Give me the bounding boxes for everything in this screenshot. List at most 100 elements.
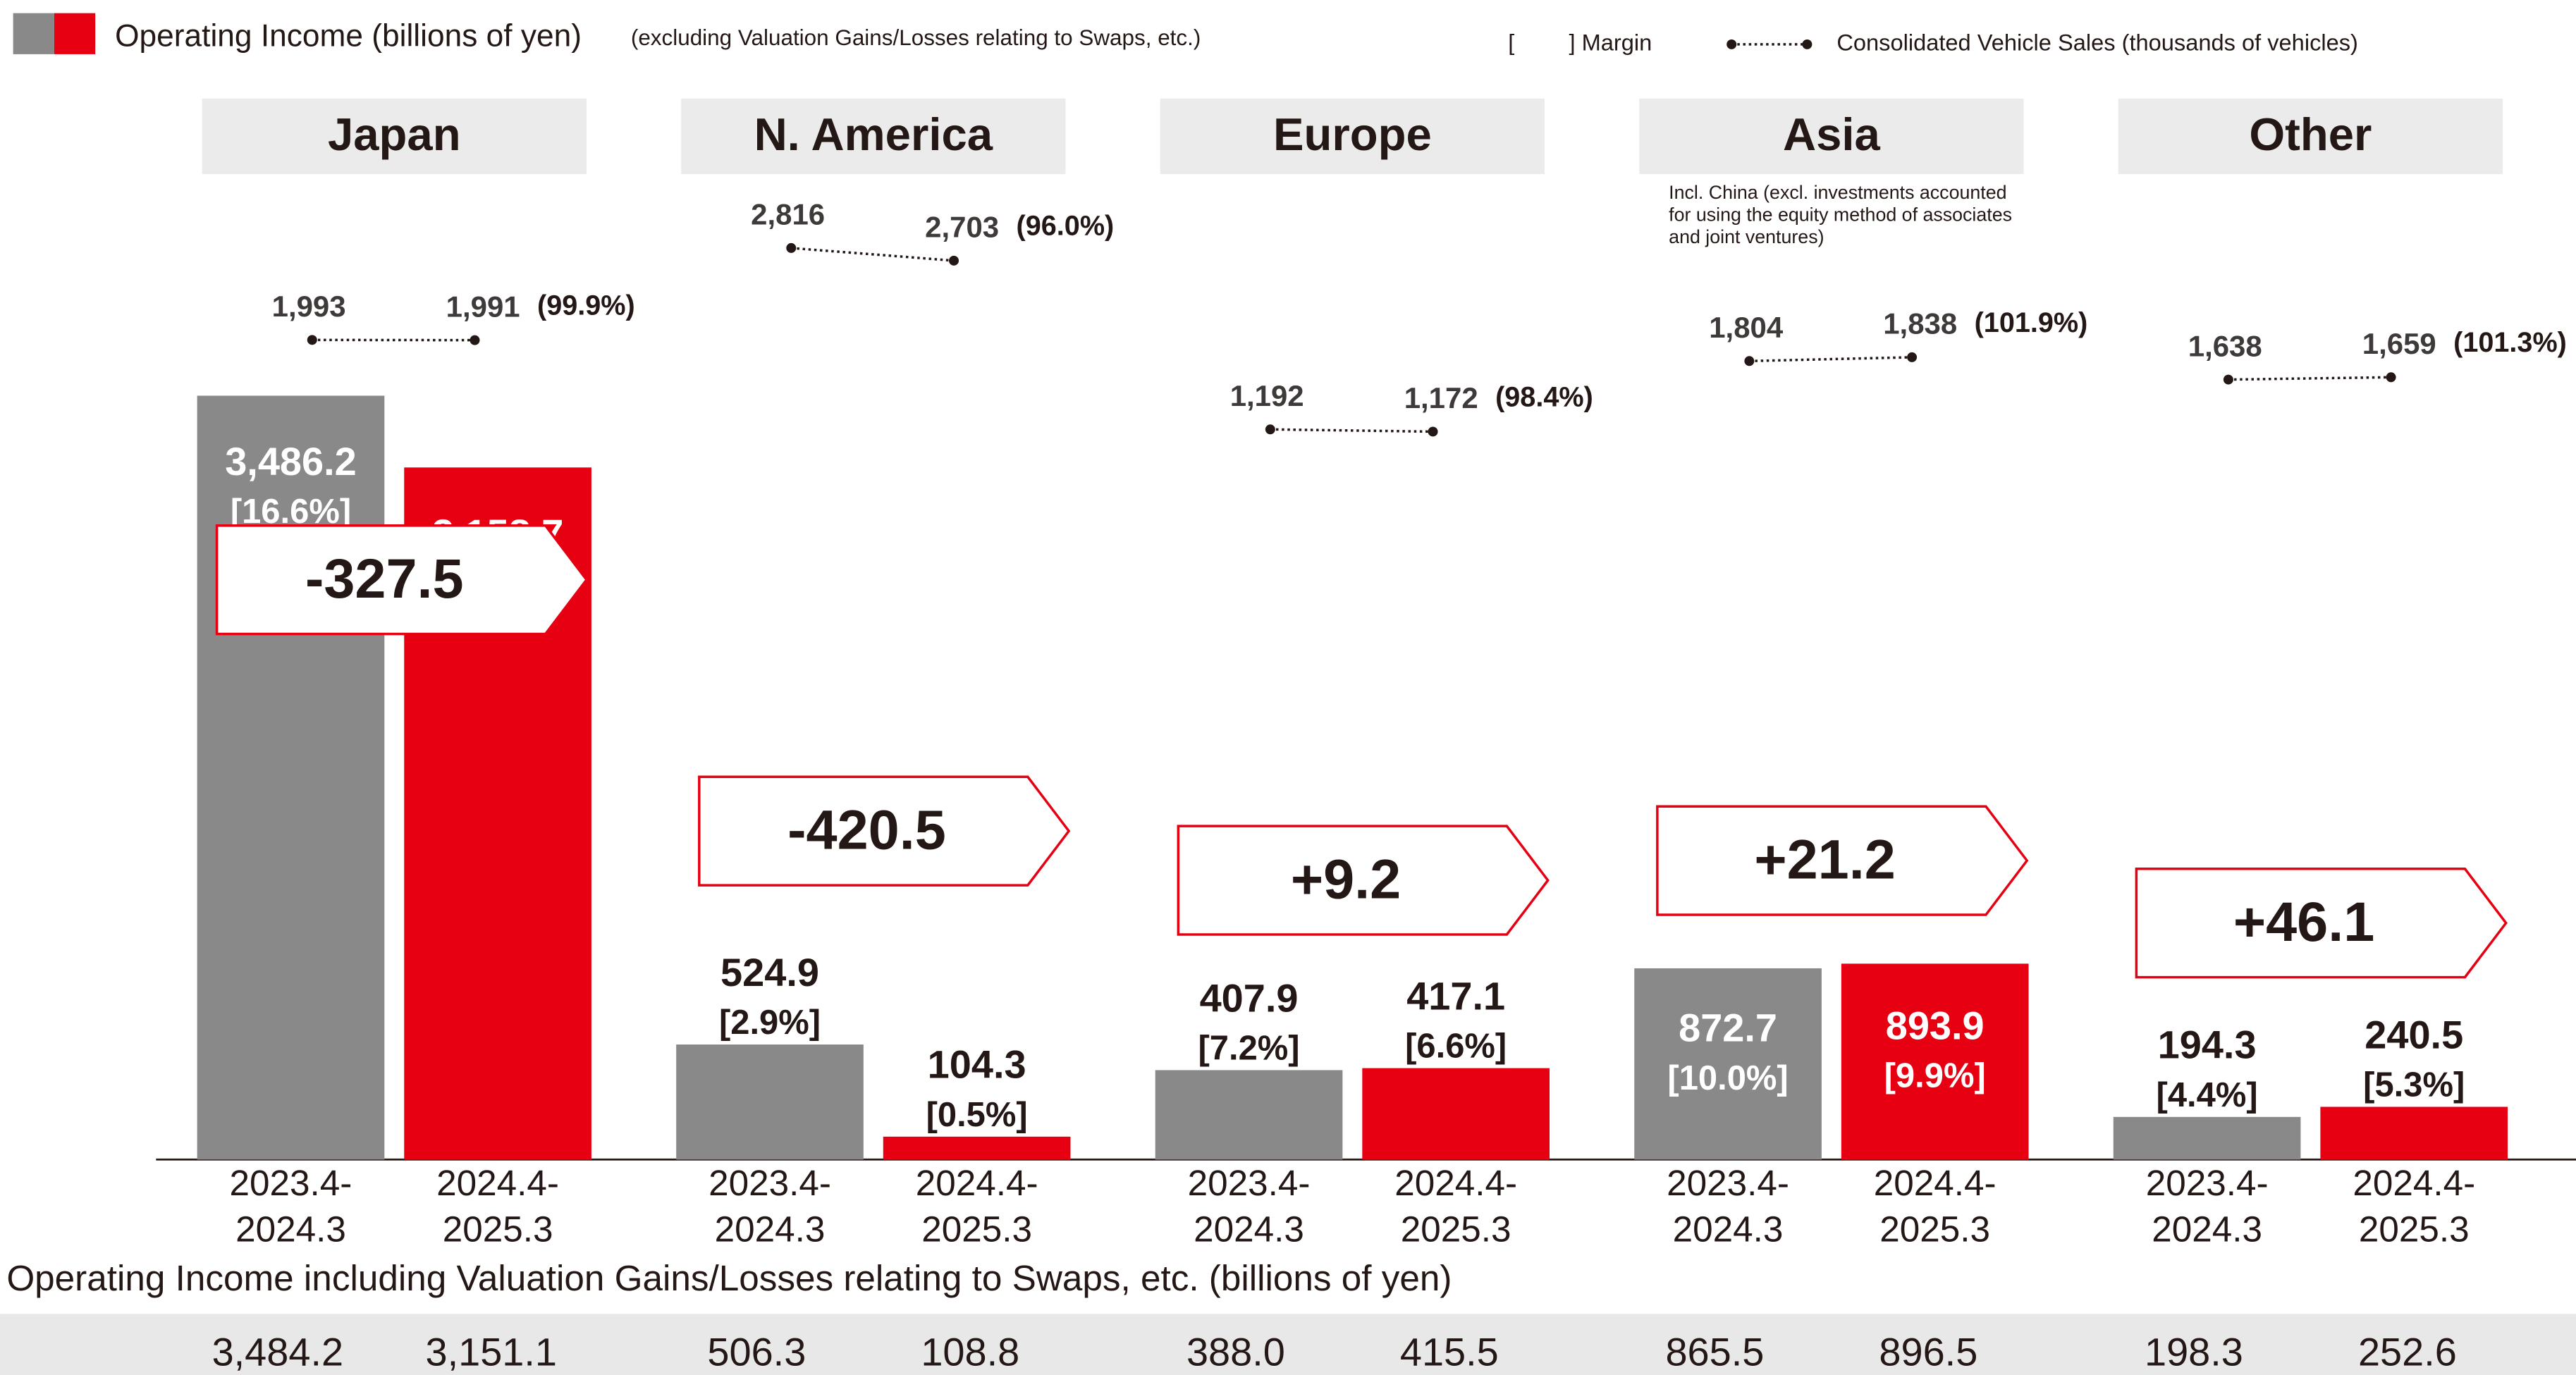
bar	[1634, 968, 1822, 1160]
sales-label: 1,659	[2362, 327, 2436, 360]
swap-value: 198.3	[2145, 1329, 2243, 1374]
legend-income-note: (excluding Valuation Gains/Losses relati…	[631, 25, 1201, 50]
value-label: 104.3	[928, 1042, 1026, 1087]
bar	[883, 1136, 1071, 1160]
sales-dot	[1428, 426, 1438, 437]
region-header	[1160, 98, 1545, 175]
margin-label: [0.5%]	[926, 1096, 1028, 1134]
bar	[676, 1044, 864, 1160]
swaps-band	[0, 1314, 2576, 1375]
x-tick-label: 2025.3	[1401, 1209, 1511, 1249]
region-name: Asia	[1783, 109, 1881, 160]
x-tick-label: 2025.3	[443, 1209, 553, 1249]
sales-line	[1749, 356, 1913, 363]
swap-value: 865.5	[1665, 1329, 1764, 1374]
value-label: 893.9	[1886, 1003, 1985, 1047]
x-tick-label: 2025.3	[921, 1209, 1032, 1249]
sales-dot	[786, 242, 797, 253]
swap-value: 506.3	[707, 1329, 806, 1374]
bar	[1362, 1068, 1550, 1160]
value-label: 524.9	[720, 950, 819, 994]
legend-margin-close: ] Margin	[1569, 30, 1652, 56]
region-header	[1639, 98, 2024, 175]
sales-label: 1,838	[1883, 307, 1957, 340]
legend-swatch-gray	[13, 13, 54, 54]
sales-dot	[470, 335, 480, 345]
sales-ratio: (99.9%)	[537, 290, 635, 321]
x-tick-label: 2024.4-	[1874, 1163, 1997, 1203]
change-label: +21.2	[1754, 828, 1895, 891]
swap-value: 108.8	[921, 1329, 1019, 1374]
sales-ratio: (101.3%)	[2453, 327, 2567, 358]
sales-dot	[1744, 356, 1755, 366]
change-label: -420.5	[787, 799, 946, 861]
margin-label: [2.9%]	[719, 1004, 821, 1042]
legend-income: Operating Income (billions of yen)	[115, 18, 582, 53]
sales-label: 2,703	[925, 211, 999, 244]
swap-value: 415.5	[1400, 1329, 1499, 1374]
legend-sales-dot	[1802, 39, 1813, 49]
x-tick-label: 2025.3	[2359, 1209, 2470, 1249]
x-tick-label: 2024.3	[715, 1209, 826, 1249]
bar	[2113, 1116, 2301, 1160]
x-tick-label: 2024.3	[2152, 1209, 2262, 1249]
sales-dot	[307, 335, 317, 345]
sales-ratio: (101.9%)	[1975, 307, 2088, 338]
value-label: 240.5	[2365, 1012, 2463, 1056]
x-tick-label: 2024.4-	[916, 1163, 1038, 1203]
change-label: +9.2	[1291, 848, 1401, 911]
region-note: and joint ventures)	[1669, 226, 1824, 247]
x-tick-label: 2024.4-	[436, 1163, 559, 1203]
region-name: Other	[2249, 109, 2372, 160]
legend-margin-open: [	[1508, 30, 1514, 56]
region-note: Incl. China (excl. investments accounted	[1669, 182, 2006, 203]
swap-value: 388.0	[1186, 1329, 1285, 1374]
legend-sales: Consolidated Vehicle Sales (thousands of…	[1836, 30, 2358, 56]
region-name: Japan	[328, 109, 461, 160]
x-tick-label: 2024.3	[1194, 1209, 1304, 1249]
sales-line	[791, 247, 955, 262]
change-arrow	[215, 524, 589, 636]
sales-label: 1,804	[1709, 311, 1784, 344]
bar	[1841, 963, 2029, 1160]
swap-value: 896.5	[1879, 1329, 1977, 1374]
sales-ratio: (98.4%)	[1495, 381, 1593, 412]
change-arrow	[1656, 805, 2029, 916]
change-label: -327.5	[305, 547, 464, 610]
margin-label: [5.3%]	[2363, 1066, 2465, 1104]
region-header	[2118, 98, 2503, 175]
sales-line	[2228, 376, 2391, 381]
value-label: 194.3	[2158, 1023, 2257, 1067]
x-tick-label: 2024.4-	[1394, 1163, 1517, 1203]
sales-label: 1,638	[2188, 329, 2262, 362]
x-tick-label: 2024.4-	[2353, 1163, 2475, 1203]
x-tick-label: 2023.4-	[709, 1163, 831, 1203]
margin-label: [7.2%]	[1198, 1029, 1299, 1067]
region-header	[681, 98, 1066, 175]
margin-label: [9.9%]	[1884, 1057, 1986, 1095]
bar	[1155, 1070, 1343, 1160]
region-header	[202, 98, 587, 175]
sales-line	[1270, 428, 1433, 433]
swaps-title: Operating Income including Valuation Gai…	[6, 1258, 1452, 1298]
region-name: N. America	[754, 109, 993, 160]
change-arrow	[1177, 825, 1550, 936]
value-label: 3,486.2	[225, 439, 357, 483]
sales-label: 1,993	[272, 290, 346, 323]
x-tick-label: 2024.3	[1673, 1209, 1784, 1249]
sales-dot	[2386, 372, 2396, 383]
legend-swatch-red	[54, 13, 96, 54]
x-tick-label: 2024.3	[235, 1209, 346, 1249]
sales-dot	[2223, 374, 2233, 385]
margin-label: [10.0%]	[1667, 1059, 1788, 1097]
sales-ratio: (96.0%)	[1017, 211, 1115, 242]
value-label: 407.9	[1200, 975, 1299, 1020]
sales-dot	[1907, 352, 1918, 362]
value-label: 872.7	[1679, 1006, 1777, 1050]
change-arrow	[698, 775, 1071, 887]
x-tick-label: 2023.4-	[1667, 1163, 1789, 1203]
margin-label: [4.4%]	[2157, 1076, 2258, 1114]
x-tick-label: 2023.4-	[2146, 1163, 2269, 1203]
